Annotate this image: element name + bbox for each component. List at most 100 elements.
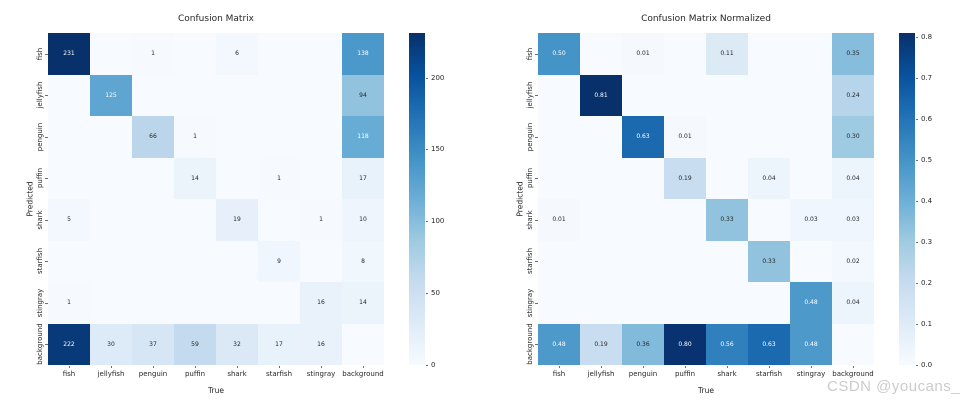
colorbar-tick-mark <box>425 365 428 366</box>
x-tick-label: stingray <box>306 370 336 378</box>
heatmap-cell <box>580 157 622 199</box>
heatmap-cell-value: 0.81 <box>580 74 622 116</box>
heatmap-cell-value: 37 <box>132 323 174 365</box>
x-tick-label: shark <box>717 370 737 378</box>
y-tick-label: shark <box>526 210 534 230</box>
heatmap-cell <box>790 116 832 158</box>
heatmap-cell <box>48 240 90 282</box>
y-axis-label: Predicted <box>515 181 525 217</box>
y-tick-label: stingray <box>36 288 44 318</box>
heatmap-cell <box>90 199 132 241</box>
heatmap-cell-value: 0.11 <box>706 33 748 75</box>
colorbar-tick-label: 50 <box>431 289 440 298</box>
heatmap-cell <box>664 199 706 241</box>
y-tick-mark <box>45 53 48 55</box>
heatmap-cell <box>48 74 90 116</box>
y-tick-mark <box>535 136 538 138</box>
heatmap-cell <box>706 240 748 282</box>
y-tick-label: jellyfish <box>36 81 44 109</box>
y-tick-label: fish <box>36 47 44 61</box>
x-tick-mark <box>559 365 560 368</box>
heatmap-cell <box>300 240 342 282</box>
colorbar-tick-mark <box>915 78 918 80</box>
x-tick-mark <box>685 365 686 368</box>
x-tick-label: stingray <box>796 370 826 378</box>
heatmap-cell <box>790 157 832 199</box>
colorbar-tick-label: 0.0 <box>921 361 933 369</box>
x-tick-mark <box>853 365 854 368</box>
heatmap-cell-value: 66 <box>132 116 174 158</box>
colorbar-tick-mark <box>915 283 918 285</box>
heatmap-cell-value: 1 <box>48 282 90 324</box>
heatmap-cell <box>664 282 706 324</box>
heatmap-cell-value: 14 <box>174 157 216 199</box>
heatmap-cell-value: 0.80 <box>664 323 706 365</box>
x-tick-mark <box>811 365 812 368</box>
y-tick-mark <box>45 261 48 263</box>
heatmap-cell-value: 14 <box>342 282 384 324</box>
heatmap-cell <box>706 157 748 199</box>
y-tick-mark <box>45 219 48 221</box>
colorbar-tick-label: 0.8 <box>921 33 933 42</box>
confusion-matrix-normalized-chart: Confusion Matrix Normalized Predicted 0.… <box>490 0 980 408</box>
x-tick-label: jellyfish <box>587 370 615 378</box>
x-tick-mark <box>363 365 364 368</box>
y-tick-label: puffin <box>36 168 44 189</box>
y-tick-label: background <box>526 323 534 365</box>
heatmap-cell <box>258 116 300 158</box>
x-tick-label: penguin <box>138 370 168 378</box>
heatmap-cell <box>216 240 258 282</box>
x-tick-mark <box>321 365 322 368</box>
x-tick-label: background <box>832 370 874 378</box>
x-tick-mark <box>279 365 280 368</box>
heatmap-cell <box>174 240 216 282</box>
heatmap-cell-value: 16 <box>300 282 342 324</box>
heatmap-cell-value: 118 <box>342 116 384 158</box>
heatmap-cell-value: 19 <box>216 199 258 241</box>
heatmap-cell-value: 0.50 <box>538 33 580 75</box>
heatmap-cell <box>832 323 874 365</box>
x-tick-mark <box>237 365 238 368</box>
x-tick-label: shark <box>227 370 247 378</box>
y-tick-mark <box>535 261 538 263</box>
heatmap-cell <box>342 323 384 365</box>
heatmap-cell-value: 0.36 <box>622 323 664 365</box>
heatmap-cell <box>132 74 174 116</box>
heatmap-cell <box>538 282 580 324</box>
y-axis-label: Predicted <box>25 181 35 217</box>
x-tick-mark <box>643 365 644 368</box>
heatmap-cell <box>748 199 790 241</box>
heatmap-cell-value: 0.33 <box>706 199 748 241</box>
heatmap-cell <box>174 74 216 116</box>
heatmap-cell <box>258 74 300 116</box>
heatmap-cell-value: 0.01 <box>622 33 664 75</box>
heatmap-cell <box>48 116 90 158</box>
heatmap-cell-value: 222 <box>48 323 90 365</box>
heatmap-cell-value: 0.63 <box>748 323 790 365</box>
heatmap-cell-value: 0.04 <box>832 282 874 324</box>
heatmap-cell <box>90 282 132 324</box>
y-tick-label: starfish <box>526 248 534 275</box>
heatmap-cell-value: 0.01 <box>538 199 580 241</box>
heatmap-cell <box>90 157 132 199</box>
x-tick-mark <box>69 365 70 368</box>
x-tick-label: puffin <box>184 370 206 378</box>
heatmap-cell <box>622 199 664 241</box>
heatmap-cell <box>174 33 216 75</box>
y-tick-label: shark <box>36 210 44 230</box>
chart-title: Confusion Matrix Normalized <box>641 14 771 24</box>
y-tick-label: penguin <box>36 122 44 151</box>
heatmap-cell-value: 231 <box>48 33 90 75</box>
heatmap-cell <box>174 282 216 324</box>
heatmap-cell <box>580 33 622 75</box>
heatmap-cell <box>622 282 664 324</box>
heatmap-cell-value: 10 <box>342 199 384 241</box>
heatmap-cell-value: 6 <box>216 33 258 75</box>
heatmap-cell-value: 0.30 <box>832 116 874 158</box>
heatmap-cell-value: 94 <box>342 74 384 116</box>
heatmap-cell-value: 16 <box>300 323 342 365</box>
heatmap-cell-value: 138 <box>342 33 384 75</box>
heatmap-cell <box>538 74 580 116</box>
colorbar <box>409 33 425 365</box>
colorbar-tick-label: 0.1 <box>921 320 933 328</box>
